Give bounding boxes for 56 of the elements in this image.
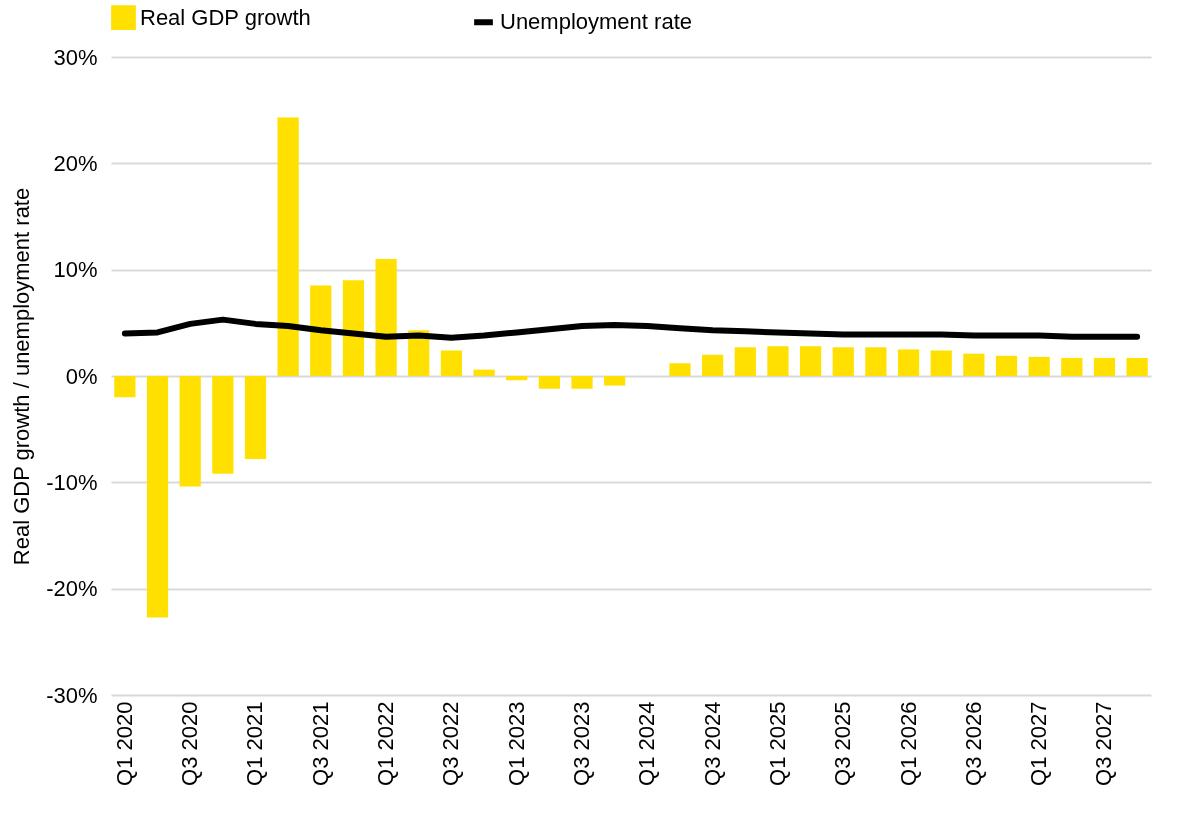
bar [865,347,887,376]
bar [375,259,397,376]
x-tick-label: Q1 2023 [503,701,529,786]
x-tick-label: Q1 2022 [373,701,399,786]
bar [799,346,822,376]
y-tick-label: -10% [46,469,98,495]
bar [342,280,365,376]
x-tick-label: Q3 2020 [177,701,203,786]
bar [1061,357,1083,376]
legend-label: Unemployment rate [500,9,692,35]
y-tick-label: -30% [46,682,98,708]
x-tick-label: Q3 2027 [1091,701,1117,786]
y-tick-label: 10% [53,257,98,283]
bar [538,376,560,389]
bar [832,347,854,376]
x-tick-label: Q1 2026 [895,701,921,786]
bar [244,376,267,459]
bar [506,376,528,381]
bar [669,363,691,376]
y-tick-label: 30% [53,44,98,70]
y-tick-label: -20% [46,576,98,602]
bar [963,353,985,376]
bar [767,346,789,376]
y-tick-label: 20% [53,150,98,176]
x-tick-label: Q1 2027 [1026,701,1052,786]
x-tick-label: Q1 2025 [764,701,790,786]
bar [1028,356,1050,376]
bar [734,347,756,376]
bar [702,354,724,376]
bar [930,350,952,376]
bar [473,369,495,376]
bar [995,355,1018,376]
x-tick-label: Q3 2024 [699,701,725,786]
bar [897,349,920,376]
y-tick-label: 0% [65,363,98,389]
x-tick-label: Q1 2020 [111,701,137,786]
x-tick-label: Q3 2021 [307,701,333,786]
bar [440,350,463,376]
bar [114,376,136,398]
x-tick-label: Q3 2026 [960,701,986,786]
legend-label: Real GDP growth [140,4,311,30]
bar [212,376,234,474]
bar [310,285,332,376]
bar [571,376,593,389]
x-tick-label: Q1 2024 [634,701,660,786]
x-tick-label: Q1 2021 [242,701,268,786]
bar [1126,357,1148,376]
bar [277,117,299,376]
x-tick-label: Q3 2022 [438,701,464,786]
bar [146,376,169,618]
bar [179,376,201,487]
bar [1093,357,1116,376]
x-tick-label: Q3 2023 [569,701,595,786]
x-tick-label: Q3 2025 [830,701,856,786]
bar [604,376,626,386]
y-axis-title: Real GDP growth / unemployment rate [9,187,35,566]
